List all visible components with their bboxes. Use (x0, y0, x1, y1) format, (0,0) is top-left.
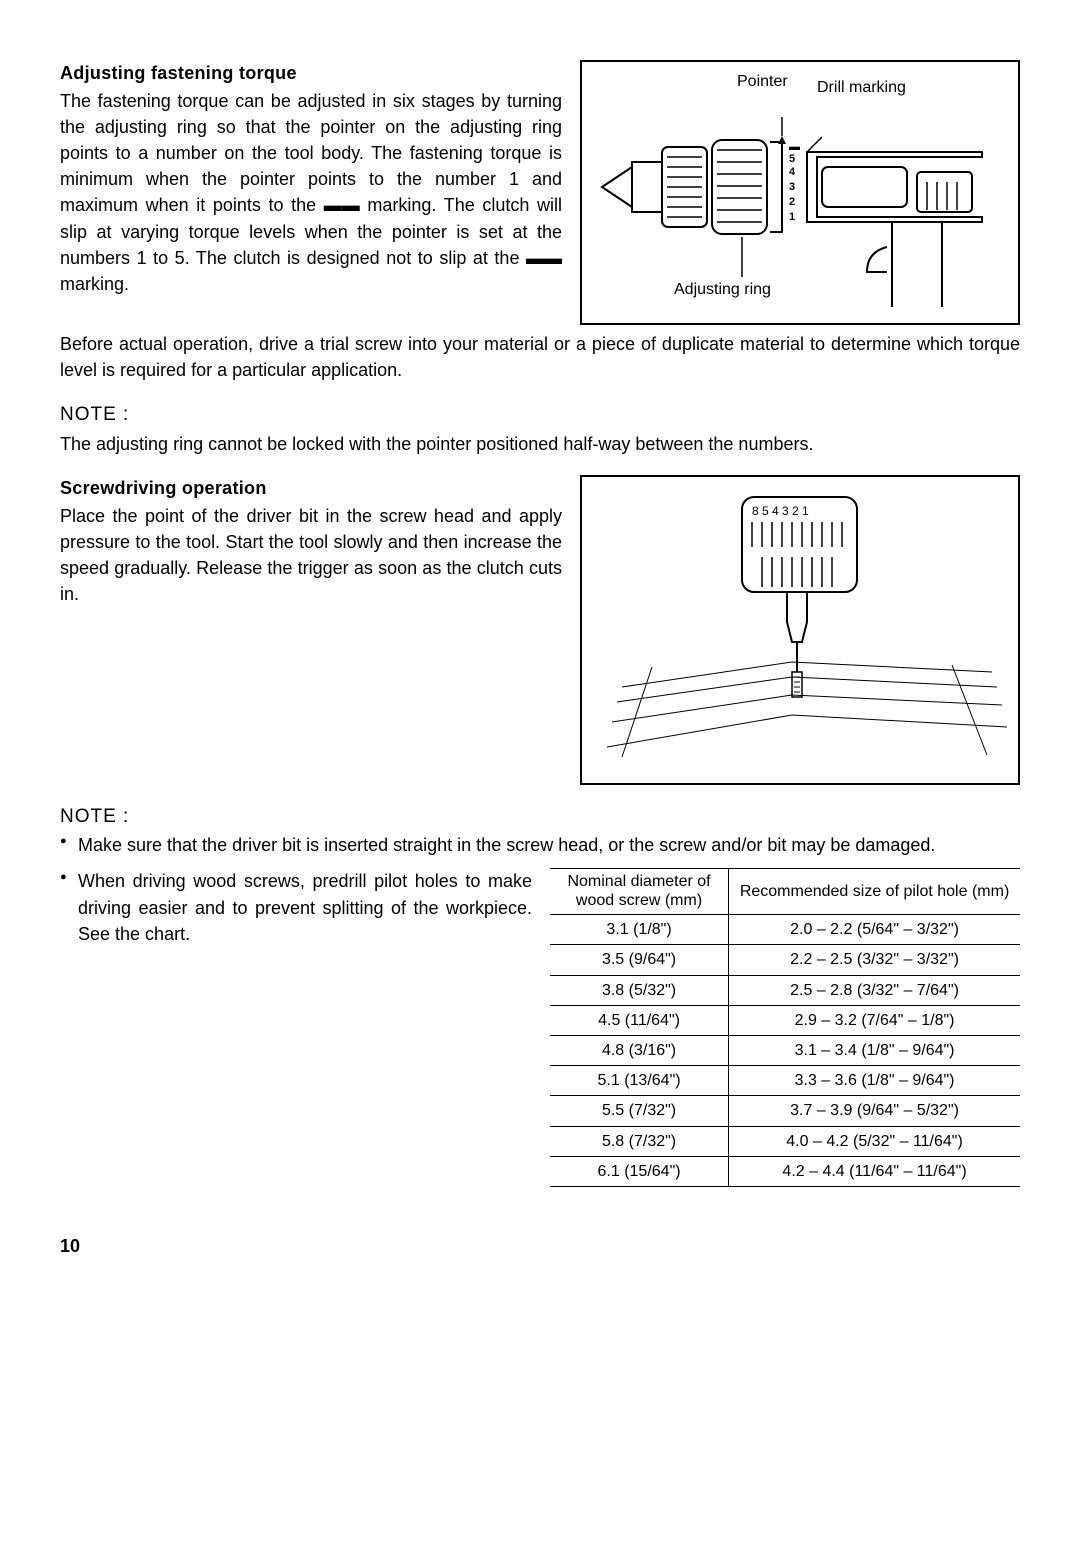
cell-pilot-size: 3.7 – 3.9 (9/64" – 5/32") (729, 1096, 1020, 1126)
cell-screw-diameter: 3.5 (9/64") (550, 945, 729, 975)
figure-adjusting-ring: ▬ 5 4 3 2 1 (580, 60, 1020, 325)
table-header-1: Nominal diameter of wood screw (mm) (550, 869, 729, 915)
note-item-2: When driving wood screws, predrill pilot… (60, 868, 1020, 1186)
table-row: 6.1 (15/64")4.2 – 4.4 (11/64" – 11/64") (550, 1156, 1020, 1186)
section-screwdriving: Screwdriving operation Place the point o… (60, 475, 1020, 785)
cell-screw-diameter: 5.8 (7/32") (550, 1126, 729, 1156)
svg-text:1: 1 (789, 211, 795, 223)
pilot-hole-table: Nominal diameter of wood screw (mm) Reco… (550, 868, 1020, 1186)
para-screwdriving: Place the point of the driver bit in the… (60, 503, 562, 607)
label-drill-marking: Drill marking (817, 76, 906, 99)
svg-text:5: 5 (789, 153, 795, 165)
heading-adjusting-torque: Adjusting fastening torque (60, 60, 562, 86)
table-row: 3.5 (9/64")2.2 – 2.5 (3/32" – 3/32") (550, 945, 1020, 975)
heading-screwdriving: Screwdriving operation (60, 475, 562, 501)
table-row: 5.1 (13/64")3.3 – 3.6 (1/8" – 9/64") (550, 1066, 1020, 1096)
section-adjusting-torque: Adjusting fastening torque The fastening… (60, 60, 1020, 457)
cell-screw-diameter: 3.1 (1/8") (550, 915, 729, 945)
cell-pilot-size: 2.5 – 2.8 (3/32" – 7/64") (729, 975, 1020, 1005)
cell-screw-diameter: 5.1 (13/64") (550, 1066, 729, 1096)
cell-screw-diameter: 4.8 (3/16") (550, 1036, 729, 1066)
cell-pilot-size: 2.2 – 2.5 (3/32" – 3/32") (729, 945, 1020, 975)
label-adjusting-ring: Adjusting ring (674, 278, 771, 301)
table-row: 3.8 (5/32")2.5 – 2.8 (3/32" – 7/64") (550, 975, 1020, 1005)
svg-text:3: 3 (789, 181, 795, 193)
cell-screw-diameter: 6.1 (15/64") (550, 1156, 729, 1186)
cell-screw-diameter: 5.5 (7/32") (550, 1096, 729, 1126)
page-number: 10 (60, 1233, 1020, 1259)
svg-text:4: 4 (789, 166, 796, 178)
cell-screw-diameter: 4.5 (11/64") (550, 1005, 729, 1035)
para-torque-2: Before actual operation, drive a trial s… (60, 331, 1020, 383)
figure-screwdriving: 8 5 4 3 2 1 (580, 475, 1020, 785)
svg-text:8 5 4 3 2 1: 8 5 4 3 2 1 (752, 504, 809, 518)
table-row: 5.5 (7/32")3.7 – 3.9 (9/64" – 5/32") (550, 1096, 1020, 1126)
notes-list: Make sure that the driver bit is inserte… (60, 832, 1020, 1187)
table-header-2: Recommended size of pilot hole (mm) (729, 869, 1020, 915)
note-item-1: Make sure that the driver bit is inserte… (60, 832, 1020, 858)
table-row: 3.1 (1/8")2.0 – 2.2 (5/64" – 3/32") (550, 915, 1020, 945)
note-label-2: NOTE : (60, 803, 1020, 831)
svg-text:▬: ▬ (789, 141, 800, 153)
note-item-2-text: When driving wood screws, predrill pilot… (78, 868, 532, 946)
table-row: 5.8 (7/32")4.0 – 4.2 (5/32" – 11/64") (550, 1126, 1020, 1156)
note-text-1: The adjusting ring cannot be locked with… (60, 431, 1020, 457)
cell-pilot-size: 3.1 – 3.4 (1/8" – 9/64") (729, 1036, 1020, 1066)
cell-pilot-size: 4.2 – 4.4 (11/64" – 11/64") (729, 1156, 1020, 1186)
cell-pilot-size: 2.0 – 2.2 (5/64" – 3/32") (729, 915, 1020, 945)
note-label-1: NOTE : (60, 401, 1020, 429)
cell-pilot-size: 4.0 – 4.2 (5/32" – 11/64") (729, 1126, 1020, 1156)
para-torque-1: The fastening torque can be adjusted in … (60, 88, 562, 297)
cell-pilot-size: 3.3 – 3.6 (1/8" – 9/64") (729, 1066, 1020, 1096)
cell-pilot-size: 2.9 – 3.2 (7/64" – 1/8") (729, 1005, 1020, 1035)
svg-text:2: 2 (789, 196, 795, 208)
table-row: 4.8 (3/16")3.1 – 3.4 (1/8" – 9/64") (550, 1036, 1020, 1066)
label-pointer: Pointer (737, 70, 788, 93)
table-row: 4.5 (11/64")2.9 – 3.2 (7/64" – 1/8") (550, 1005, 1020, 1035)
cell-screw-diameter: 3.8 (5/32") (550, 975, 729, 1005)
